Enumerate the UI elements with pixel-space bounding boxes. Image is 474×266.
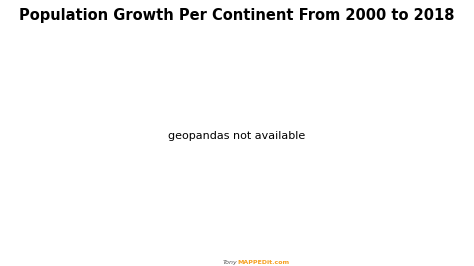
Text: 450.8m to 543.4m: 450.8m to 543.4m bbox=[35, 125, 93, 130]
Text: 727.2m to 742.6m: 727.2m to 742.6m bbox=[189, 115, 244, 120]
Text: 20.5%: 20.5% bbox=[41, 111, 87, 124]
Text: 3.73b to 4.54b: 3.73b to 4.54b bbox=[318, 117, 365, 122]
Text: MAPPEDit.com: MAPPEDit.com bbox=[237, 260, 289, 265]
Text: 30%: 30% bbox=[401, 180, 430, 193]
Text: 19.0m to 24.7m: 19.0m to 24.7m bbox=[392, 195, 439, 200]
Text: 22.6%: 22.6% bbox=[75, 171, 119, 184]
Text: geopandas not available: geopandas not available bbox=[168, 131, 306, 141]
Text: 21.7%: 21.7% bbox=[319, 102, 364, 115]
Text: 56.6%: 56.6% bbox=[205, 144, 267, 161]
Text: 2.1%: 2.1% bbox=[201, 100, 233, 113]
Text: Tony: Tony bbox=[222, 260, 237, 265]
Text: 817.5m to 1.28 b: 817.5m to 1.28 b bbox=[209, 161, 263, 165]
Text: Population Growth Per Continent From 2000 to 2018: Population Growth Per Continent From 200… bbox=[19, 8, 455, 23]
Text: 349.4m to 428.2m: 349.4m to 428.2m bbox=[68, 185, 127, 190]
